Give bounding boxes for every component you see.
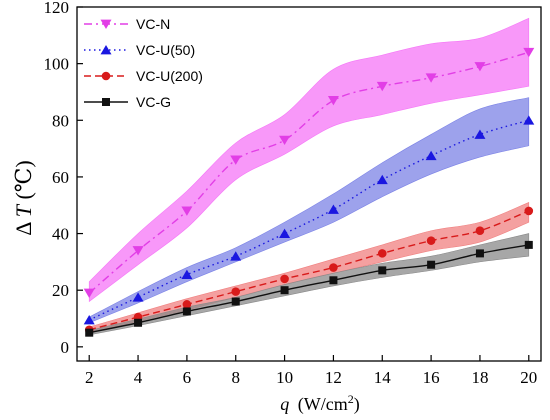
data-point-vc-g-12	[329, 276, 338, 285]
x-tick-label: 6	[183, 368, 192, 387]
y-tick-label: 100	[44, 55, 70, 74]
data-point-vc-u-50--16	[425, 150, 437, 161]
x-axis-ticks: 2 4 6 8 10 12 14 16 18 20	[85, 355, 537, 387]
x-axis-unit: (W/cm	[298, 394, 348, 415]
y-tick-label: 60	[52, 168, 69, 187]
legend-marker-vc-n	[100, 19, 112, 29]
data-point-vc-n-6	[181, 206, 193, 216]
data-point-vc-u-200--16	[426, 236, 436, 245]
series-line-vc-n	[88, 51, 529, 294]
y-axis-prefix: Δ	[11, 222, 36, 236]
x-tick-label: 16	[423, 368, 440, 387]
x-axis-var: q	[280, 394, 289, 414]
data-point-vc-n-2	[83, 288, 95, 298]
y-tick-label: 120	[44, 0, 70, 17]
data-point-vc-g-4	[134, 318, 143, 327]
data-point-vc-n-12	[327, 96, 339, 106]
x-tick-label: 14	[374, 368, 392, 387]
data-point-vc-u-50--10	[279, 228, 291, 238]
x-axis-unit-sup: 2	[348, 392, 354, 406]
data-point-vc-g-18	[475, 249, 484, 258]
data-point-vc-n-8	[230, 155, 242, 165]
data-point-vc-u-200--12	[329, 263, 338, 272]
y-axis-var: T	[11, 203, 36, 217]
y-axis-unit: (℃)	[11, 160, 36, 199]
legend-marker-vc-g	[102, 98, 110, 106]
data-point-vc-n-20	[523, 47, 535, 58]
data-point-vc-u-50--14	[376, 174, 388, 185]
data-point-vc-g-14	[378, 266, 387, 275]
data-point-vc-u-200--8	[231, 287, 241, 296]
data-point-vc-g-2	[85, 328, 94, 337]
series-lines	[88, 51, 530, 334]
x-tick-label: 10	[276, 368, 293, 387]
legend-marker-vc-u-50-	[100, 45, 112, 55]
data-point-vc-g-6	[182, 307, 191, 316]
data-point-vc-u-50--8	[230, 251, 242, 261]
data-point-vc-u-50--6	[181, 269, 193, 280]
data-point-vc-u-50--20	[523, 115, 535, 125]
confidence-bands	[88, 17, 530, 336]
legend-label-vc-u-50-: VC-U(50)	[136, 42, 195, 58]
legend-label-vc-g: VC-G	[136, 94, 171, 110]
data-point-vc-n-4	[132, 246, 144, 256]
series-line-vc-u-200-	[89, 210, 530, 331]
y-tick-label: 0	[61, 338, 70, 357]
data-point-vc-u-50--4	[132, 292, 144, 302]
data-point-vc-n-18	[474, 62, 486, 72]
data-point-vc-u-50--18	[474, 129, 486, 139]
data-point-vc-g-10	[280, 286, 289, 295]
data-point-vc-u-200--18	[475, 226, 485, 236]
data-point-vc-n-14	[376, 81, 388, 92]
data-point-vc-u-50--12	[327, 204, 339, 214]
y-tick-label: 80	[52, 111, 69, 130]
x-axis-unit-end: )	[354, 394, 360, 415]
y-tick-label: 20	[52, 281, 69, 300]
band-vc-u-50-	[88, 97, 530, 324]
data-point-vc-g-20	[524, 240, 533, 249]
legend-marker-vc-u-200-	[101, 71, 111, 81]
series-markers	[83, 47, 535, 337]
x-tick-label: 2	[85, 368, 94, 387]
legend: VC-N VC-U(50) VC-U(200) VC-G	[84, 16, 203, 110]
legend-label-vc-u-200-: VC-U(200)	[136, 68, 203, 84]
y-axis-ticks: 0 20 40 60 80 100 120	[44, 0, 83, 357]
x-tick-label: 20	[520, 368, 537, 387]
plot-frame	[76, 6, 542, 362]
data-point-vc-u-200--10	[280, 274, 289, 284]
band-vc-n	[88, 17, 530, 303]
data-point-vc-g-16	[427, 260, 436, 269]
legend-label-vc-n: VC-N	[136, 16, 170, 32]
x-tick-label: 12	[325, 368, 342, 387]
data-point-vc-n-16	[425, 73, 437, 83]
data-point-vc-n-10	[279, 135, 291, 146]
x-tick-label: 4	[134, 368, 143, 387]
series-line-vc-g	[89, 244, 529, 334]
data-point-vc-u-200--6	[182, 300, 192, 309]
series-line-vc-u-50-	[88, 119, 529, 321]
x-tick-label: 8	[231, 368, 240, 387]
y-tick-label: 40	[52, 225, 69, 244]
data-point-vc-u-200--14	[377, 249, 387, 258]
data-point-vc-u-50--2	[83, 314, 95, 325]
y-axis-label: Δ T (℃)	[11, 160, 36, 235]
data-point-vc-u-200--20	[524, 206, 534, 216]
x-axis-label: q (W/cm2)	[280, 392, 359, 415]
data-point-vc-g-8	[231, 297, 240, 306]
x-tick-label: 18	[471, 368, 488, 387]
